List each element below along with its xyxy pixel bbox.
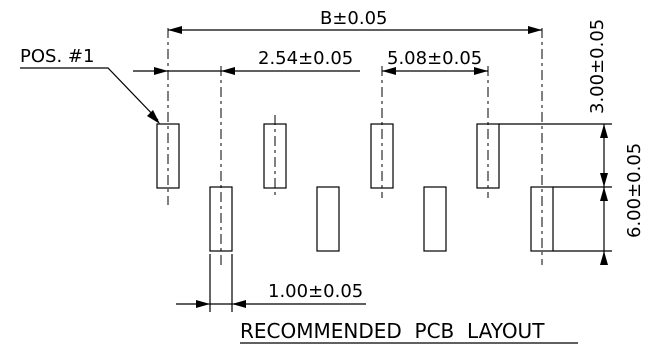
pos1-label: POS. #1 xyxy=(20,46,94,67)
dim-offset-arrow-top xyxy=(600,187,608,201)
dim-row-pitch-arrow-left xyxy=(382,67,396,75)
dim-width-arrow-left xyxy=(196,300,210,308)
dim-row-pitch-label: 5.08±0.05 xyxy=(387,48,482,69)
pad-6 xyxy=(423,186,447,252)
pad-4 xyxy=(316,186,340,252)
dim-height-arrow-top xyxy=(600,124,608,138)
pos1-leader xyxy=(20,67,159,121)
dim-height-arrow-bottom xyxy=(600,173,608,187)
drawing-title: RECOMMENDED PCB LAYOUT xyxy=(240,319,545,343)
dim-offset-label: 6.00±0.05 xyxy=(624,143,645,238)
dim-row-pitch-arrow-right xyxy=(474,67,488,75)
dim-pitch-arrow-right xyxy=(221,67,235,75)
dim-width-arrow-right xyxy=(232,300,246,308)
pos1-arrow xyxy=(147,110,160,124)
dim-offset-arrow-bottom xyxy=(600,251,608,265)
dim-b-arrow-left xyxy=(168,26,182,34)
dim-pitch-label: 2.54±0.05 xyxy=(258,48,353,69)
dim-width-label: 1.00±0.05 xyxy=(268,281,363,302)
dim-height-label: 3.00±0.05 xyxy=(587,19,608,114)
dim-b-label: B±0.05 xyxy=(320,8,388,29)
dim-b-arrow-right xyxy=(528,26,542,34)
dim-pitch-arrow-left xyxy=(154,67,168,75)
